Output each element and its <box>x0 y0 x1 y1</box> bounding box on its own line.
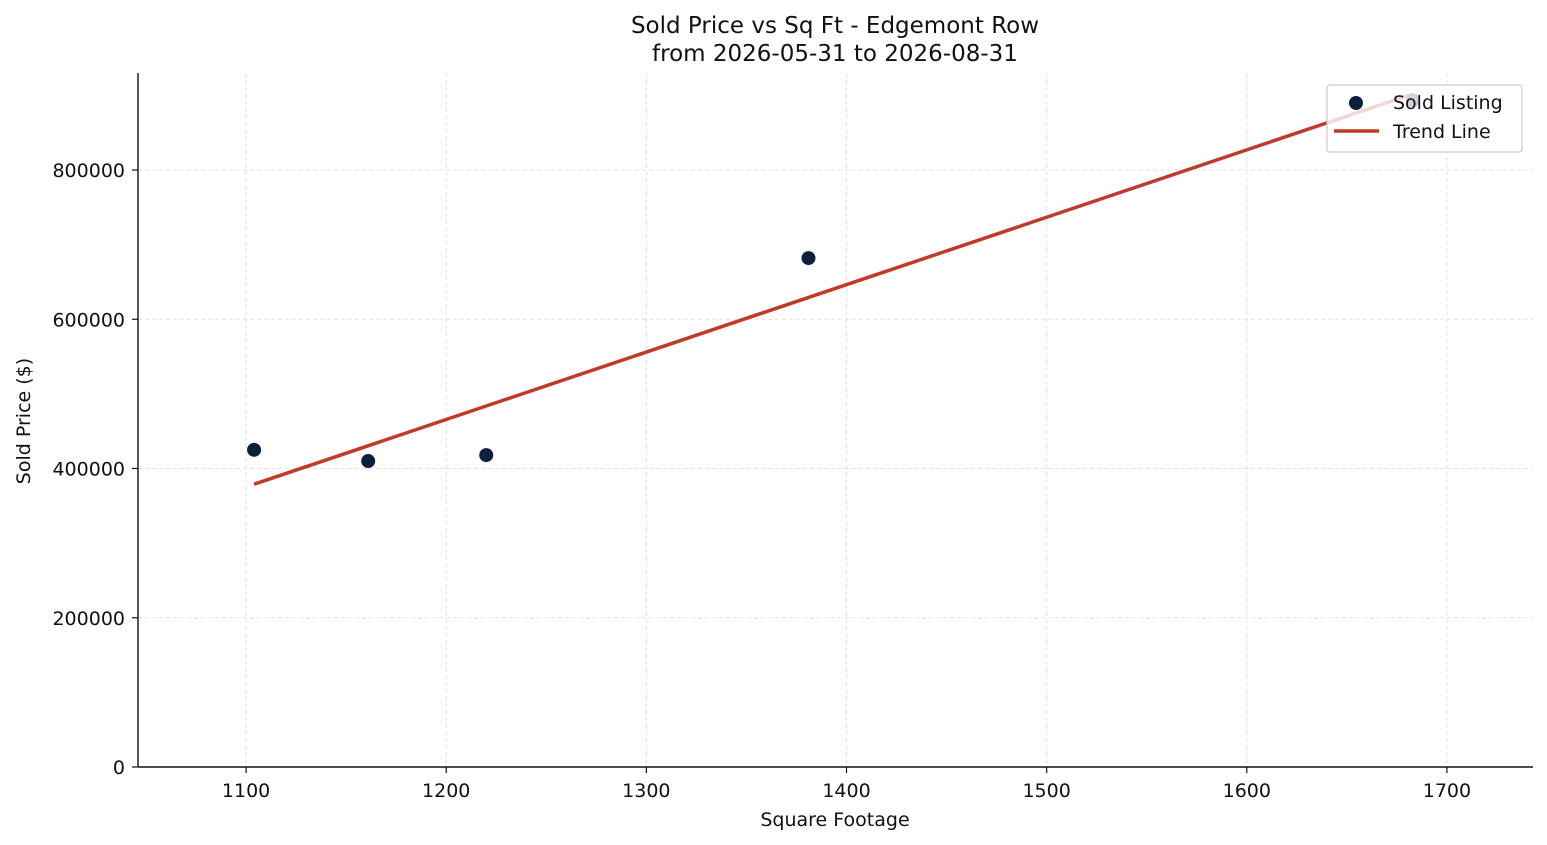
x-tick-label: 1400 <box>822 780 870 802</box>
legend: Sold Listing Trend Line <box>1326 84 1523 153</box>
trend-line <box>253 92 1414 486</box>
legend-scatter-marker <box>1349 96 1363 110</box>
y-tick-label: 800000 <box>52 160 125 182</box>
legend-box <box>1326 84 1523 153</box>
y-tick-label: 600000 <box>52 309 125 331</box>
y-tick-label: 200000 <box>52 608 125 630</box>
legend-label-trend-line: Trend Line <box>1392 121 1491 143</box>
y-axis-label: Sold Price ($) <box>13 358 35 484</box>
grid <box>138 73 1533 767</box>
sold-listing-point <box>479 448 494 463</box>
x-tick-label: 1600 <box>1223 780 1271 802</box>
trend-line-layer <box>253 92 1414 486</box>
axes <box>132 73 1533 773</box>
x-tick-label: 1700 <box>1423 780 1471 802</box>
chart-title: Sold Price vs Sq Ft - Edgemont Row <box>631 13 1039 39</box>
x-tick-label: 1500 <box>1022 780 1070 802</box>
y-tick-label: 400000 <box>52 459 125 481</box>
legend-label-sold-listing: Sold Listing <box>1393 92 1503 114</box>
x-tick-label: 1300 <box>622 780 670 802</box>
sold-listing-point <box>361 454 376 469</box>
chart-subtitle: from 2026-05-31 to 2026-08-31 <box>652 41 1018 67</box>
x-tick-label: 1200 <box>422 780 470 802</box>
x-axis-label: Square Footage <box>760 809 909 831</box>
sold-listing-point <box>247 442 262 457</box>
x-tick-label: 1100 <box>222 780 270 802</box>
sold-listing-point <box>801 251 816 266</box>
tick-labels: 1100 1200 1300 1400 1500 1600 1700 0 200000 40000… <box>52 160 1471 802</box>
y-tick-label: 0 <box>113 757 125 779</box>
